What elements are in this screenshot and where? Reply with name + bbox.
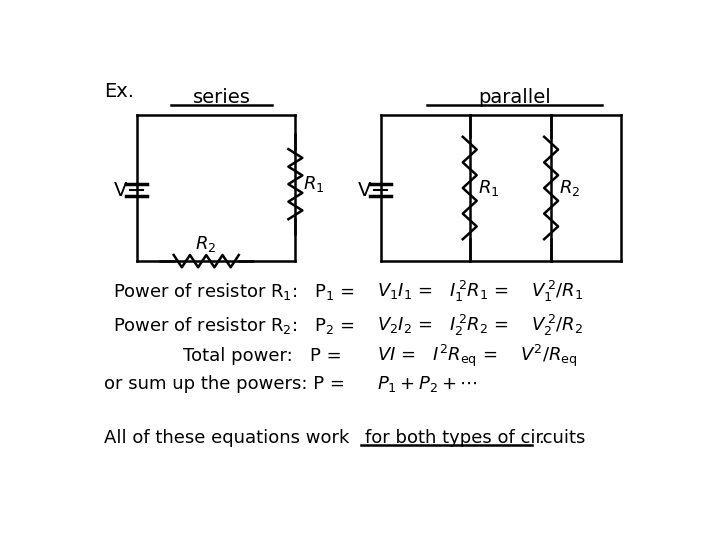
Text: series: series <box>193 89 251 107</box>
Text: Ex.: Ex. <box>104 82 134 102</box>
Text: $V_2I_2$ =   $I_2^{\,2}R_2$ =    $V_2^{\,2}/R_2$: $V_2I_2$ = $I_2^{\,2}R_2$ = $V_2^{\,2}/R… <box>377 313 582 338</box>
Text: Power of resistor R$_1$:   P$_1$ =: Power of resistor R$_1$: P$_1$ = <box>113 281 356 302</box>
Text: Total power:   P =: Total power: P = <box>183 347 341 365</box>
Text: .: . <box>538 429 544 447</box>
Text: V: V <box>114 181 127 200</box>
Text: $V_1I_1$ =   $I_1^{\,2}R_1$ =    $V_1^{\,2}/R_1$: $V_1I_1$ = $I_1^{\,2}R_1$ = $V_1^{\,2}/R… <box>377 279 582 305</box>
Text: $P_1 + P_2 + \cdots$: $P_1 + P_2 + \cdots$ <box>377 374 477 394</box>
Text: or sum up the powers: P =: or sum up the powers: P = <box>104 375 345 393</box>
Text: parallel: parallel <box>478 89 551 107</box>
Text: $R_1$: $R_1$ <box>477 178 499 198</box>
Text: $R_2$: $R_2$ <box>559 178 580 198</box>
Text: $R_2$: $R_2$ <box>194 234 216 254</box>
Text: Power of resistor R$_2$:   P$_2$ =: Power of resistor R$_2$: P$_2$ = <box>113 315 356 335</box>
Text: All of these equations work: All of these equations work <box>104 429 349 447</box>
Text: $R_1$: $R_1$ <box>303 174 325 194</box>
Text: $VI$ =   $I^2R_{\rm eq}$ =    $V^2/R_{\rm eq}$: $VI$ = $I^2R_{\rm eq}$ = $V^2/R_{\rm eq}… <box>377 343 577 369</box>
Text: V: V <box>358 181 372 200</box>
Text: for both types of circuits: for both types of circuits <box>365 429 585 447</box>
